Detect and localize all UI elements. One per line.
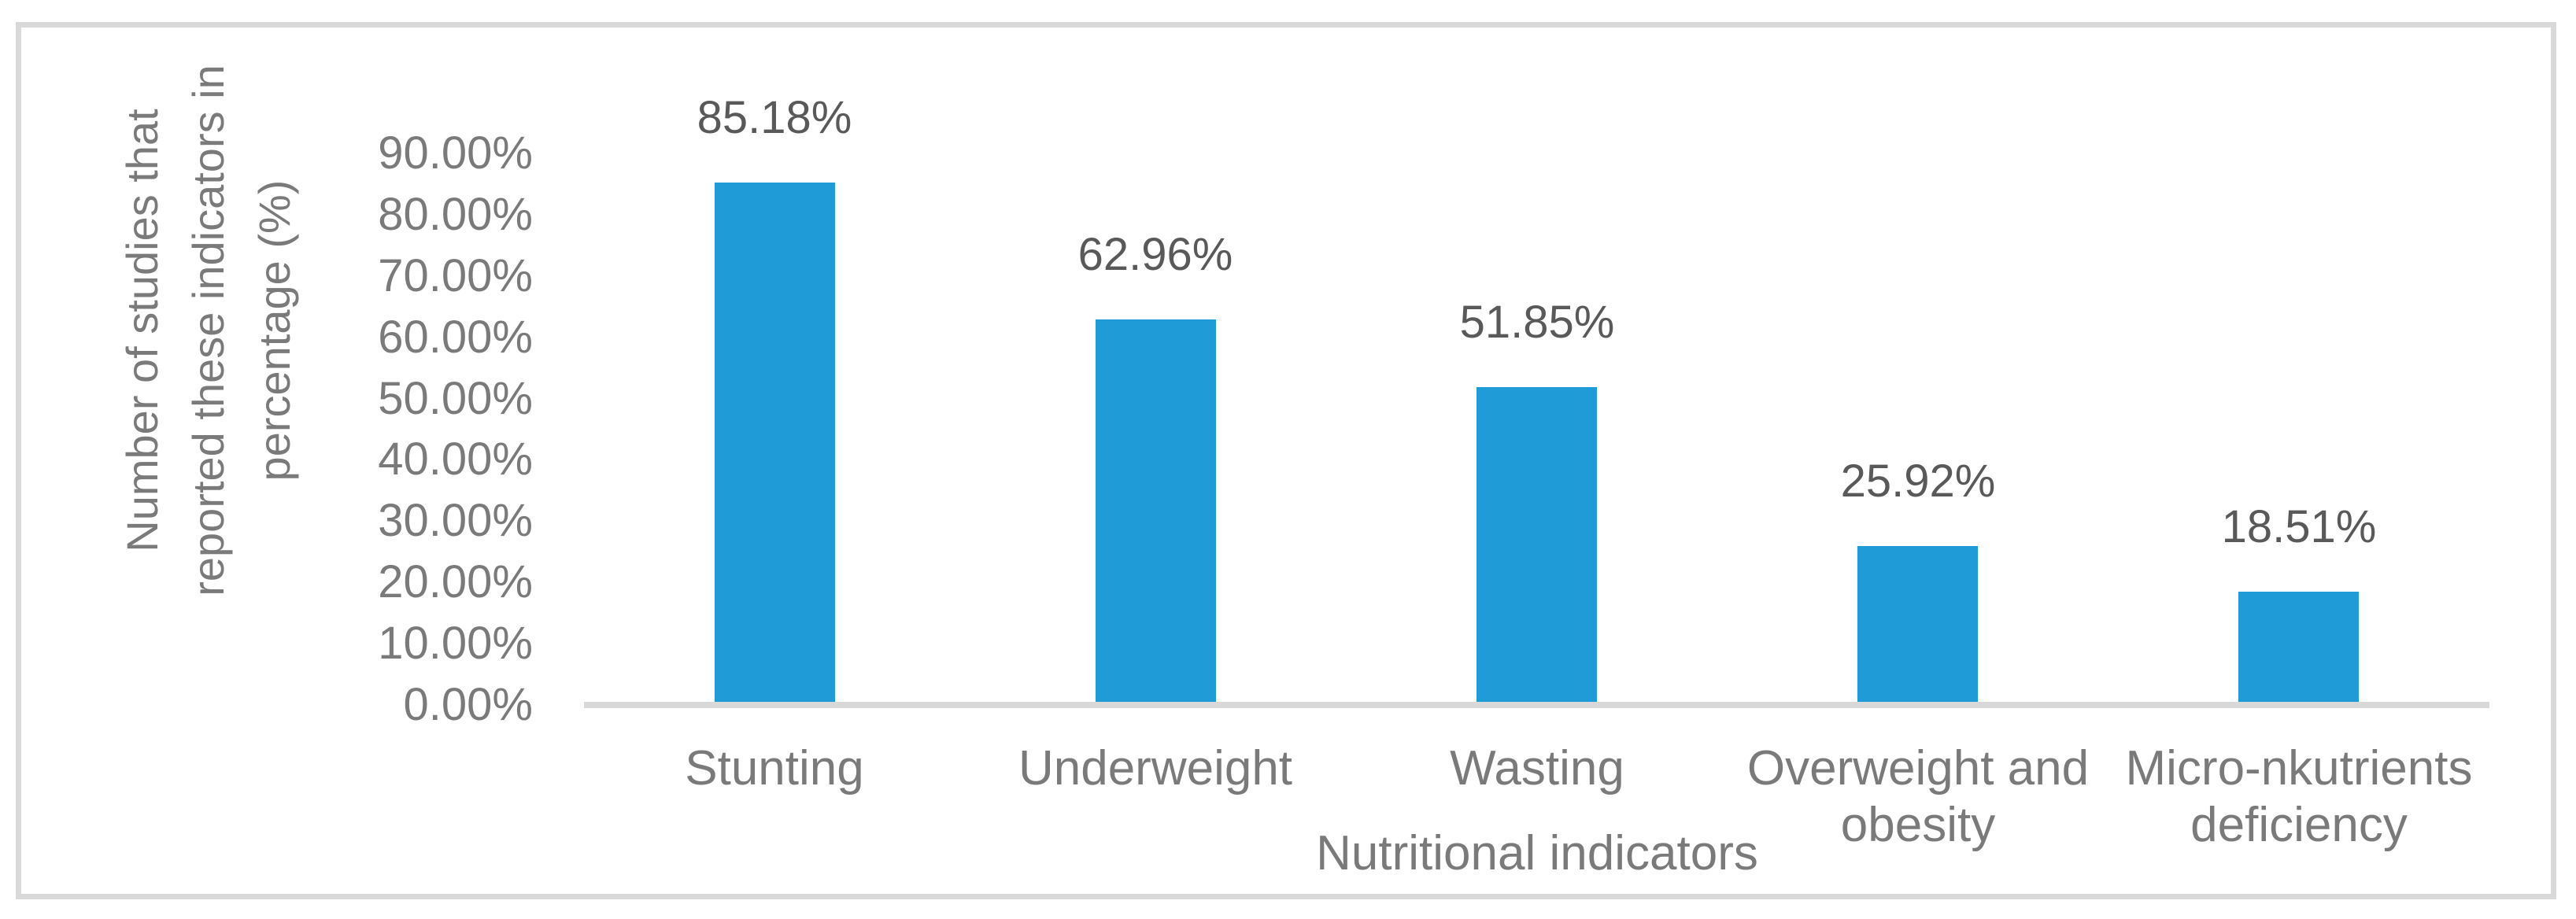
data-label: 62.96% bbox=[1077, 229, 1233, 280]
bar-wasting bbox=[1476, 387, 1597, 702]
y-axis-tick-label: 40.00% bbox=[378, 434, 533, 485]
category-label: Wasting bbox=[1450, 741, 1624, 795]
y-axis-tick-label: 80.00% bbox=[378, 188, 533, 240]
y-axis-tick-label: 0.00% bbox=[403, 679, 533, 730]
data-label: 25.92% bbox=[1840, 456, 1996, 507]
y-axis-tick-label: 30.00% bbox=[378, 495, 533, 547]
category-label: Micro-nkutrients deficiency bbox=[2125, 741, 2473, 852]
category-label: Overweight and obesity bbox=[1746, 741, 2090, 852]
x-axis-title: Nutritional indicators bbox=[1316, 826, 1758, 880]
y-axis-tick-label: 60.00% bbox=[378, 311, 533, 363]
category-label: Underweight bbox=[1018, 741, 1293, 795]
bar-micro-nkutrients-deficiency bbox=[2238, 592, 2359, 702]
y-axis-tick-label: 70.00% bbox=[378, 249, 533, 301]
x-axis-line bbox=[584, 702, 2489, 708]
bar-overweight-and-obesity bbox=[1857, 546, 1978, 702]
bar-stunting bbox=[715, 183, 835, 702]
chart-frame bbox=[16, 22, 2556, 899]
y-axis-tick-label: 10.00% bbox=[378, 618, 533, 670]
y-axis-tick-label: 90.00% bbox=[378, 127, 533, 179]
bar-underweight bbox=[1096, 319, 1216, 702]
y-axis-tick-label: 20.00% bbox=[378, 556, 533, 608]
category-label: Stunting bbox=[685, 741, 864, 795]
data-label: 85.18% bbox=[697, 92, 852, 143]
data-label: 18.51% bbox=[2221, 501, 2377, 552]
y-axis-tick-label: 50.00% bbox=[378, 372, 533, 424]
data-label: 51.85% bbox=[1459, 297, 1615, 348]
